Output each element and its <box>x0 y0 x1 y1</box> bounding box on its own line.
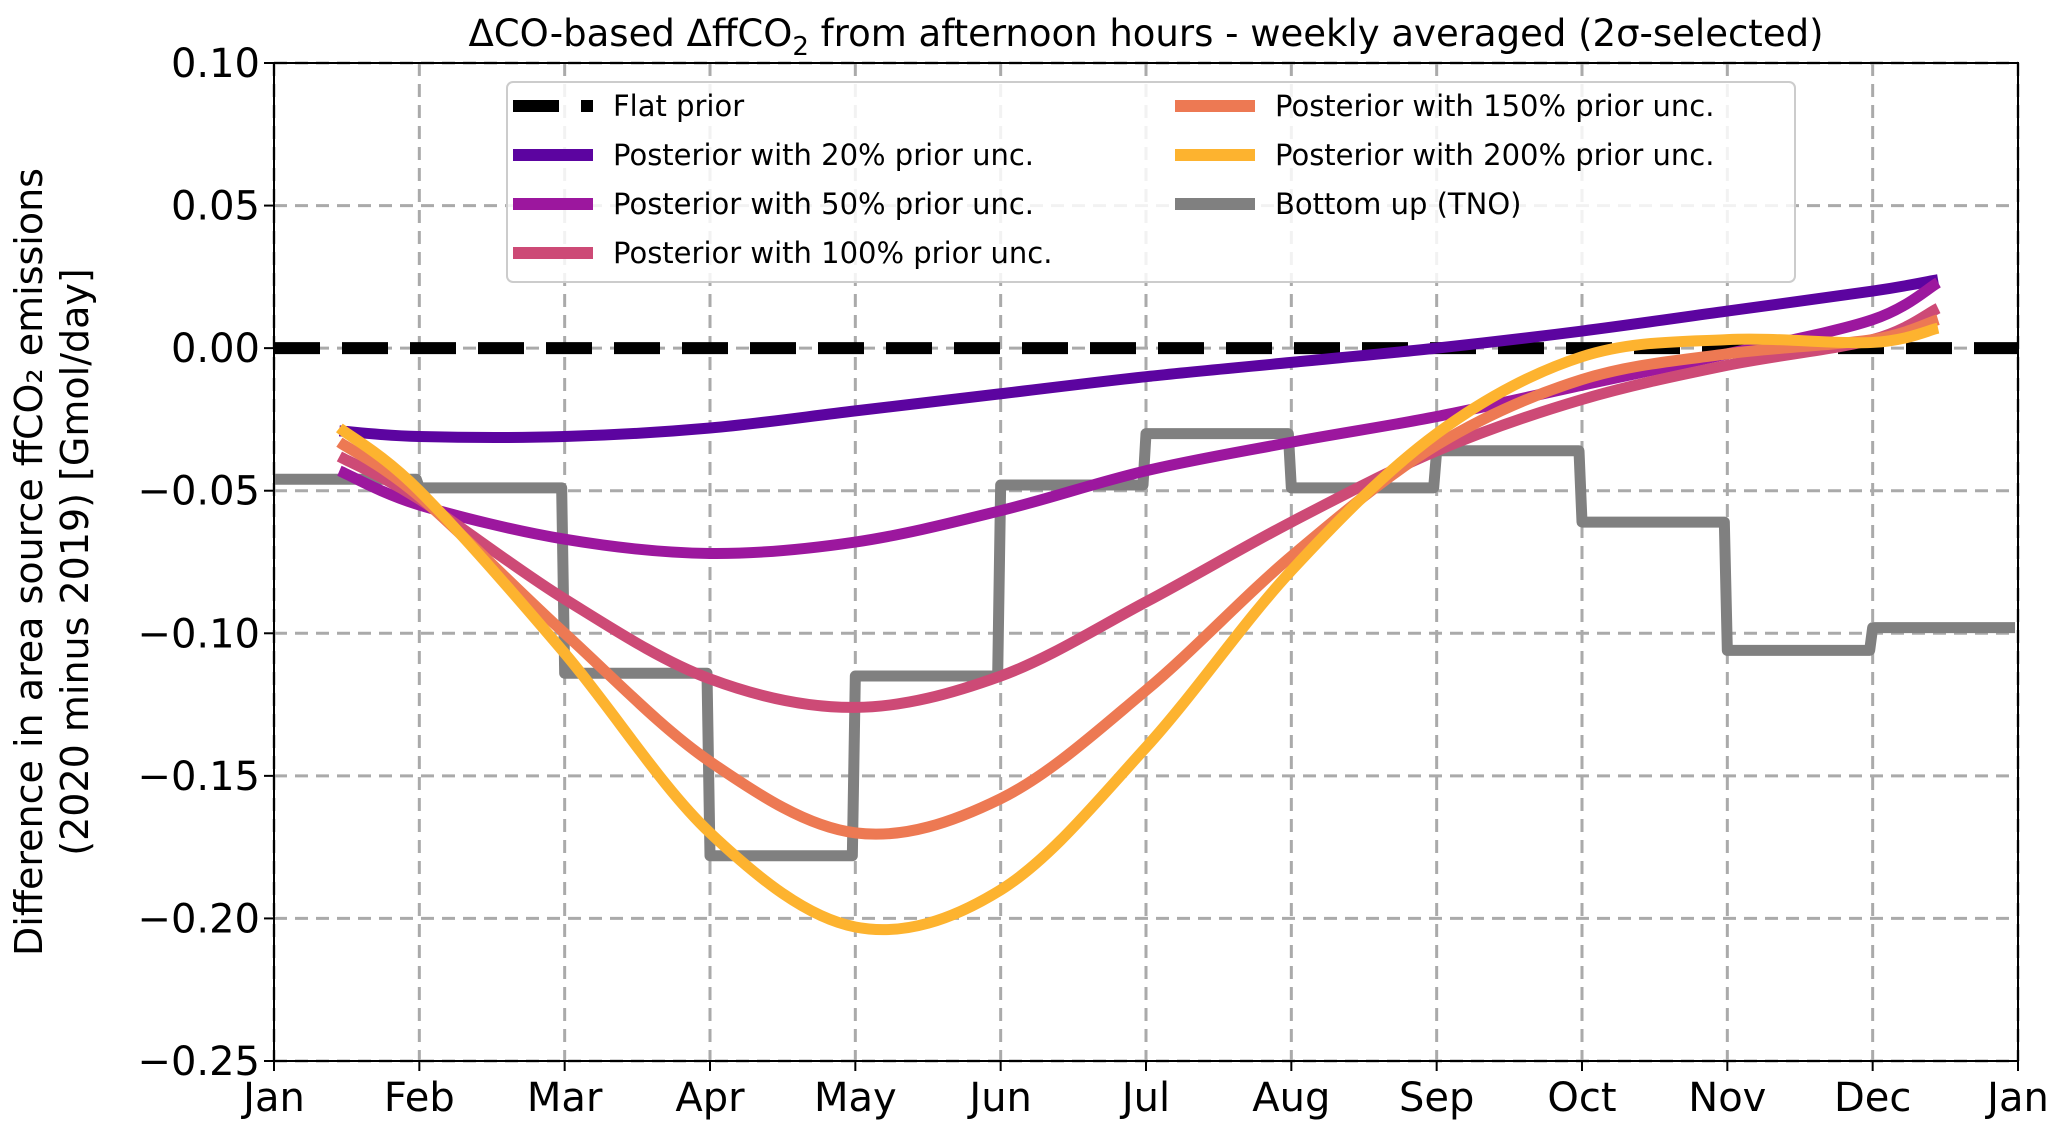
y-tick-label: 0.00 <box>171 326 260 372</box>
y-tick-label: 0.10 <box>171 41 260 87</box>
series-bottom-up-tno- <box>274 428 2015 862</box>
ticks: Jan Feb Mar Apr May Jun Jul Aug Sep Oct Nov Dec Jan 0… <box>137 41 2048 1121</box>
x-tick-label: Jan <box>1984 1075 2049 1121</box>
legend-label: Posterior with 100% prior unc. <box>613 236 1052 270</box>
legend-item: Posterior with 150% prior unc. <box>1175 89 1714 123</box>
legend-box <box>506 81 1796 283</box>
x-tick-label: Apr <box>675 1075 745 1121</box>
x-tick-label: Feb <box>384 1075 455 1121</box>
series-posterior-with-100-prior-unc- <box>336 303 1941 713</box>
series-posterior-with-50-prior-unc- <box>337 277 1941 559</box>
legend-item: Posterior with 20% prior unc. <box>513 138 1034 172</box>
legend-item: Flat prior <box>513 89 744 123</box>
x-tick-label: Dec <box>1834 1075 1911 1121</box>
series-posterior-with-200-prior-unc- <box>336 322 1940 936</box>
legend-item: Posterior with 50% prior unc. <box>513 187 1034 221</box>
y-tick-label: −0.15 <box>137 754 260 800</box>
x-tick-label: Sep <box>1399 1075 1474 1121</box>
legend-label: Posterior with 200% prior unc. <box>1275 138 1714 172</box>
x-tick-label: Aug <box>1252 1075 1330 1121</box>
series-posterior-with-150-prior-unc- <box>336 314 1940 840</box>
y-tick-label: −0.25 <box>137 1039 260 1085</box>
y-axis-label: Difference in area source ffCO₂ emission… <box>7 168 97 956</box>
y-tick-label: 0.05 <box>171 184 260 230</box>
x-tick-label: Nov <box>1688 1075 1766 1121</box>
legend-label: Bottom up (TNO) <box>1275 187 1521 221</box>
y-tick-label: −0.05 <box>137 469 260 515</box>
x-tick-label: Jul <box>1119 1075 1170 1121</box>
y-tick-label: −0.10 <box>137 611 260 657</box>
x-tick-label: Jan <box>240 1075 305 1121</box>
x-tick-label: May <box>814 1075 897 1121</box>
series-posterior-with-20-prior-unc- <box>338 274 1940 443</box>
x-tick-label: Jun <box>966 1075 1032 1121</box>
legend-item: Posterior with 200% prior unc. <box>1175 138 1714 172</box>
legend-label: Flat prior <box>613 89 744 123</box>
y-tick-label: −0.20 <box>137 896 260 942</box>
legend-item: Posterior with 100% prior unc. <box>513 236 1052 270</box>
legend-label: Posterior with 20% prior unc. <box>613 138 1034 172</box>
plot-frame <box>273 62 2019 1062</box>
legend-item: Bottom up (TNO) <box>1175 187 1521 221</box>
series-lines <box>274 274 2018 936</box>
x-tick-label: Oct <box>1547 1075 1616 1121</box>
y-axis-label-line1: Difference in area source ffCO₂ emission… <box>7 168 51 956</box>
legend-label: Posterior with 50% prior unc. <box>613 187 1034 221</box>
y-axis-label-line2: (2020 minus 2019) [Gmol/day] <box>53 268 97 855</box>
legend: Flat prior Posterior with 20% prior unc. P… <box>506 81 1796 283</box>
legend-label: Posterior with 150% prior unc. <box>1275 89 1714 123</box>
x-tick-label: Mar <box>527 1075 603 1121</box>
chart-title: ΔCO-based ΔffCO2 from afternoon hours - … <box>468 12 1823 62</box>
